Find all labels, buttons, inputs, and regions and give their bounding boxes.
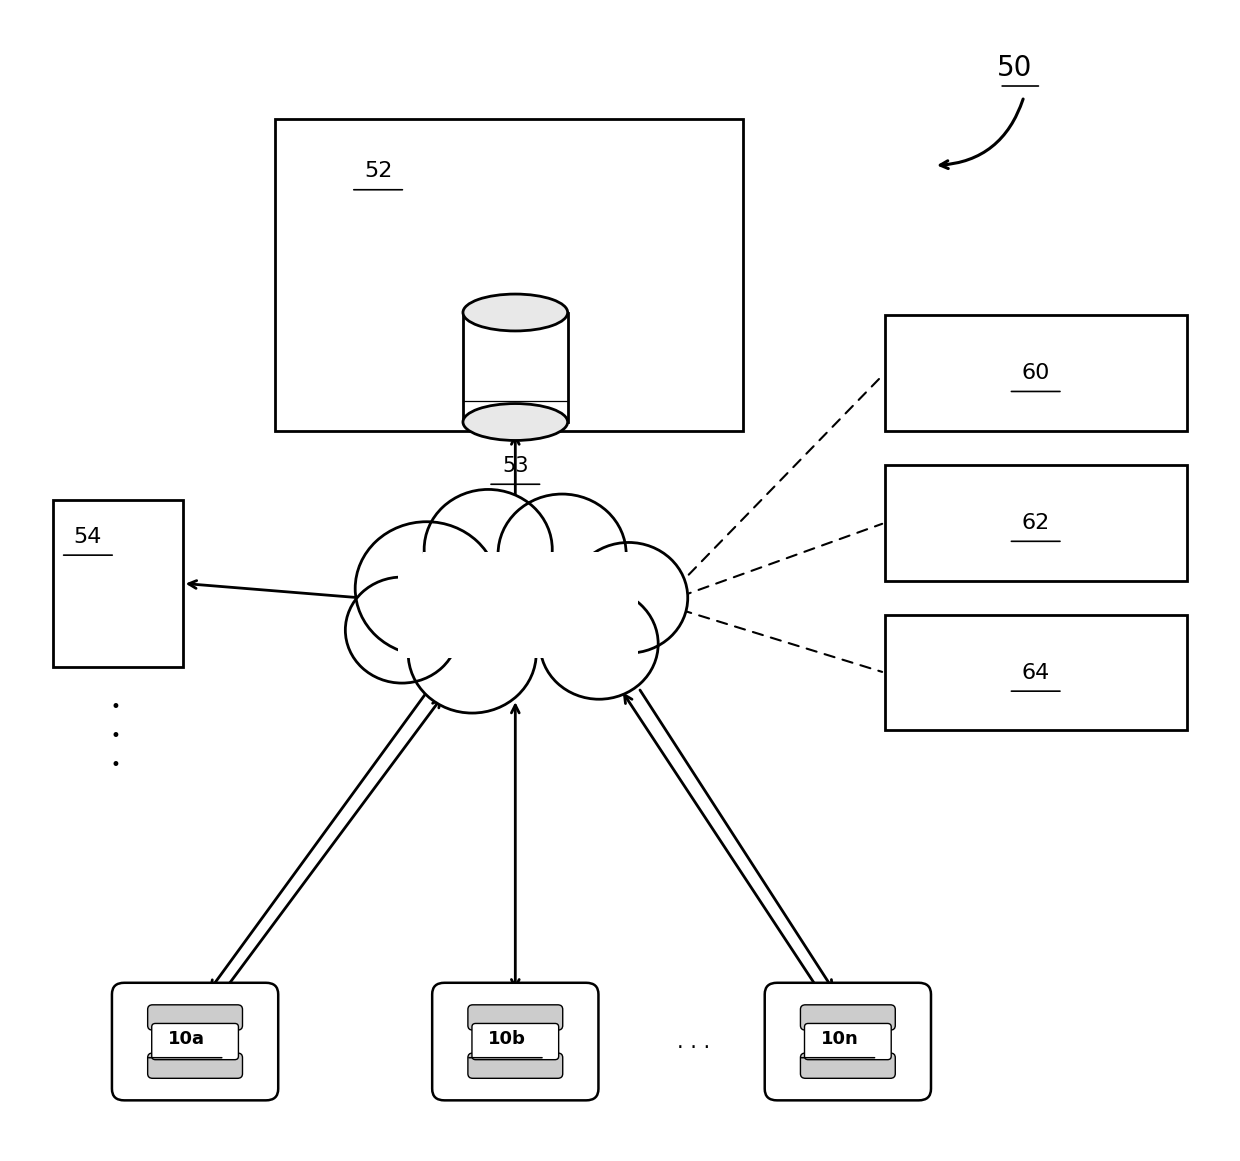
FancyBboxPatch shape <box>564 1008 590 1039</box>
Circle shape <box>424 490 552 610</box>
Circle shape <box>498 495 626 614</box>
FancyBboxPatch shape <box>564 1044 590 1075</box>
FancyBboxPatch shape <box>120 1008 145 1039</box>
FancyBboxPatch shape <box>148 1053 243 1079</box>
FancyBboxPatch shape <box>885 316 1187 431</box>
FancyBboxPatch shape <box>112 982 278 1101</box>
Text: 54: 54 <box>73 527 102 547</box>
FancyBboxPatch shape <box>440 1044 466 1075</box>
FancyBboxPatch shape <box>801 1053 895 1079</box>
Ellipse shape <box>463 404 568 440</box>
Text: 53: 53 <box>502 456 528 476</box>
Text: 50: 50 <box>997 53 1032 81</box>
FancyBboxPatch shape <box>398 563 639 658</box>
FancyBboxPatch shape <box>151 1024 238 1060</box>
FancyBboxPatch shape <box>423 551 632 615</box>
FancyBboxPatch shape <box>885 615 1187 730</box>
Text: •: • <box>110 727 120 745</box>
FancyBboxPatch shape <box>463 312 568 421</box>
Text: 64: 64 <box>1022 663 1050 683</box>
FancyBboxPatch shape <box>120 1044 145 1075</box>
Text: •: • <box>110 756 120 774</box>
FancyBboxPatch shape <box>898 1008 923 1039</box>
FancyBboxPatch shape <box>765 982 931 1101</box>
FancyBboxPatch shape <box>885 466 1187 580</box>
Text: . . .: . . . <box>677 1032 711 1052</box>
Text: 56: 56 <box>489 590 517 610</box>
FancyBboxPatch shape <box>472 1024 559 1060</box>
Text: •: • <box>110 698 120 716</box>
Text: 60: 60 <box>1022 363 1050 383</box>
FancyBboxPatch shape <box>467 1053 563 1079</box>
Text: 10a: 10a <box>169 1030 205 1048</box>
Circle shape <box>539 589 658 699</box>
Circle shape <box>345 577 459 683</box>
FancyBboxPatch shape <box>805 1024 892 1060</box>
FancyBboxPatch shape <box>440 1008 466 1039</box>
FancyBboxPatch shape <box>244 1008 270 1039</box>
FancyBboxPatch shape <box>467 1004 563 1030</box>
FancyBboxPatch shape <box>275 120 743 431</box>
FancyBboxPatch shape <box>148 1004 243 1030</box>
FancyBboxPatch shape <box>53 500 182 666</box>
FancyBboxPatch shape <box>898 1044 923 1075</box>
Text: 10b: 10b <box>487 1030 526 1048</box>
FancyBboxPatch shape <box>433 982 599 1101</box>
FancyBboxPatch shape <box>773 1008 799 1039</box>
Circle shape <box>355 521 498 656</box>
FancyBboxPatch shape <box>244 1044 270 1075</box>
Text: 52: 52 <box>363 161 392 181</box>
Text: 10n: 10n <box>821 1030 858 1048</box>
Ellipse shape <box>463 294 568 331</box>
FancyBboxPatch shape <box>773 1044 799 1075</box>
Circle shape <box>408 593 536 713</box>
Text: 62: 62 <box>1022 513 1050 533</box>
Circle shape <box>569 542 688 654</box>
FancyBboxPatch shape <box>801 1004 895 1030</box>
